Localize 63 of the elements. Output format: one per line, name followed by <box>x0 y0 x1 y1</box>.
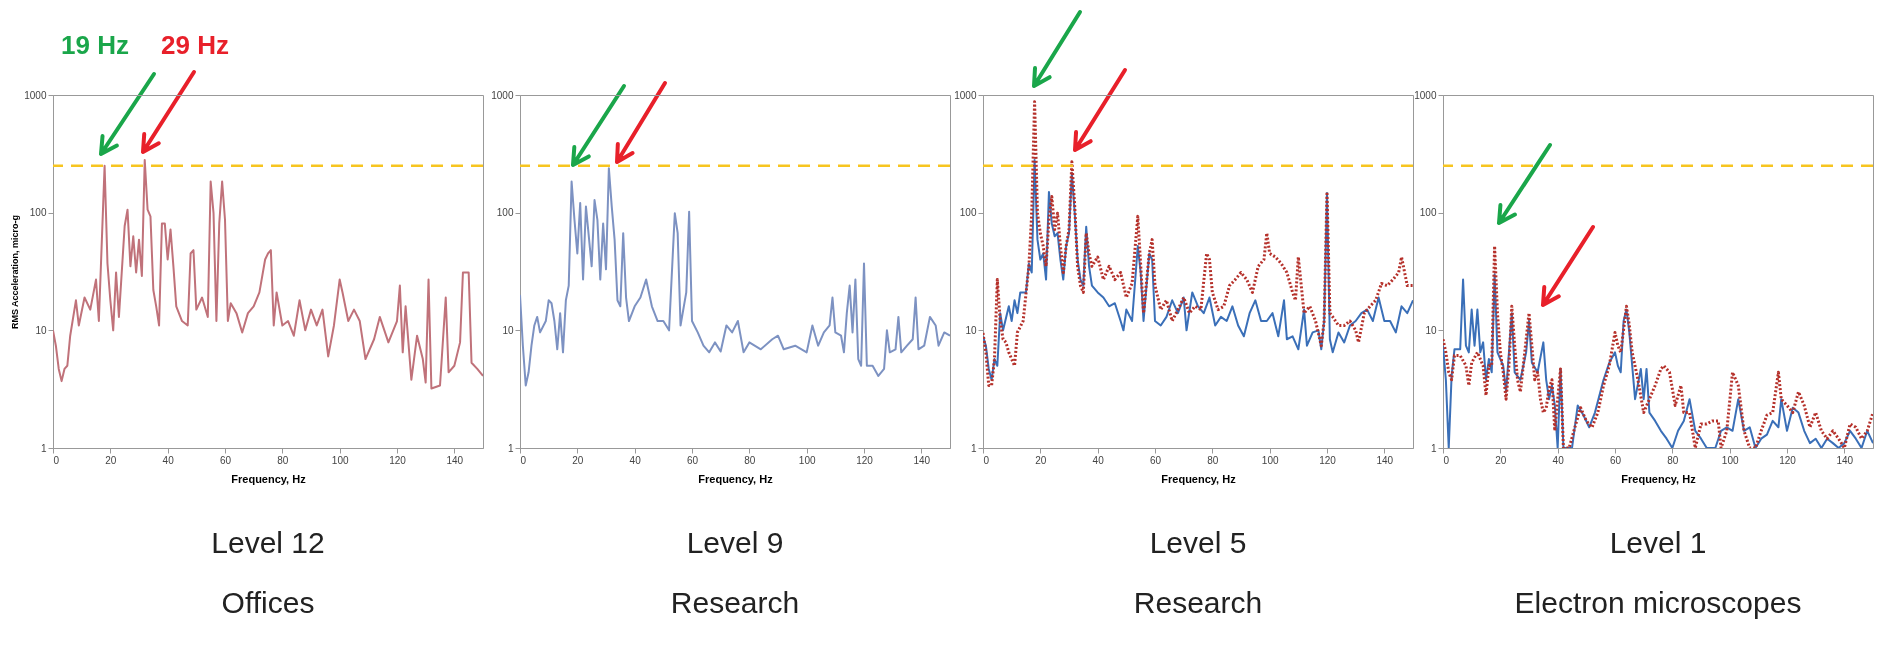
x-tick-label: 0 <box>520 454 527 466</box>
y-tick-label: 1000 <box>954 89 977 101</box>
y-tick-label: 1000 <box>24 89 47 101</box>
x-tick-label: 40 <box>162 454 175 466</box>
y-tick-label: 100 <box>1419 207 1437 219</box>
y-tick-label: 1000 <box>1414 89 1437 101</box>
x-tick-label: 140 <box>1836 454 1854 466</box>
x-axis-title: Frequency, Hz <box>1161 472 1237 485</box>
x-tick-label: 80 <box>277 454 289 466</box>
x-tick-label: 140 <box>1376 454 1394 466</box>
text: Level 9 <box>686 526 784 559</box>
x-tick-label: 20 <box>1495 454 1507 466</box>
text: Electron microscopes <box>1514 586 1802 619</box>
x-tick-label: 120 <box>1779 454 1797 466</box>
y-tick-label: 100 <box>29 207 47 219</box>
text: Research <box>670 586 800 619</box>
x-tick-label: 40 <box>1092 454 1105 466</box>
x-tick-label: 120 <box>389 454 407 466</box>
x-axis-title: Frequency, Hz <box>231 472 307 485</box>
y-tick-label: 10 <box>965 324 977 336</box>
text: Level 1 <box>1609 526 1707 559</box>
y-tick-label: 100 <box>496 207 514 219</box>
x-tick-label: 20 <box>572 454 584 466</box>
x-tick-label: 40 <box>629 454 642 466</box>
x-tick-label: 100 <box>798 454 816 466</box>
x-tick-label: 60 <box>219 454 232 466</box>
y-tick-label: 10 <box>35 324 47 336</box>
x-axis-title: Frequency, Hz <box>698 472 774 485</box>
x-tick-label: 0 <box>983 454 990 466</box>
x-tick-label: 80 <box>744 454 756 466</box>
x-tick-label: 100 <box>1721 454 1739 466</box>
x-tick-label: 60 <box>1609 454 1622 466</box>
y-tick-label: 100 <box>959 207 977 219</box>
x-tick-label: 80 <box>1207 454 1219 466</box>
y-tick-label: 1 <box>1430 442 1437 454</box>
y-tick-label: 1 <box>40 442 47 454</box>
x-tick-label: 40 <box>1552 454 1565 466</box>
x-tick-label: 20 <box>105 454 117 466</box>
x-tick-label: 120 <box>856 454 874 466</box>
x-tick-label: 140 <box>913 454 931 466</box>
text: Level 12 <box>211 526 325 559</box>
x-tick-label: 140 <box>446 454 464 466</box>
x-tick-label: 100 <box>331 454 349 466</box>
y-axis-title: RMS Acceleration, micro-g <box>10 214 21 330</box>
x-tick-label: 80 <box>1667 454 1679 466</box>
x-tick-label: 0 <box>1443 454 1450 466</box>
x-tick-label: 0 <box>53 454 60 466</box>
y-tick-label: 1 <box>970 442 977 454</box>
x-axis-title: Frequency, Hz <box>1621 472 1697 485</box>
x-tick-label: 60 <box>1149 454 1162 466</box>
text: Research <box>1133 586 1263 619</box>
text: 29 Hz <box>161 29 229 61</box>
text: Level 5 <box>1149 526 1247 559</box>
x-tick-label: 20 <box>1035 454 1047 466</box>
y-tick-label: 1 <box>507 442 514 454</box>
x-tick-label: 100 <box>1261 454 1279 466</box>
text: Offices <box>221 586 315 619</box>
text: 19 Hz <box>61 29 129 61</box>
y-tick-label: 1000 <box>491 89 514 101</box>
x-tick-label: 120 <box>1319 454 1337 466</box>
x-tick-label: 60 <box>686 454 699 466</box>
y-tick-label: 10 <box>1425 324 1437 336</box>
y-tick-label: 10 <box>502 324 514 336</box>
